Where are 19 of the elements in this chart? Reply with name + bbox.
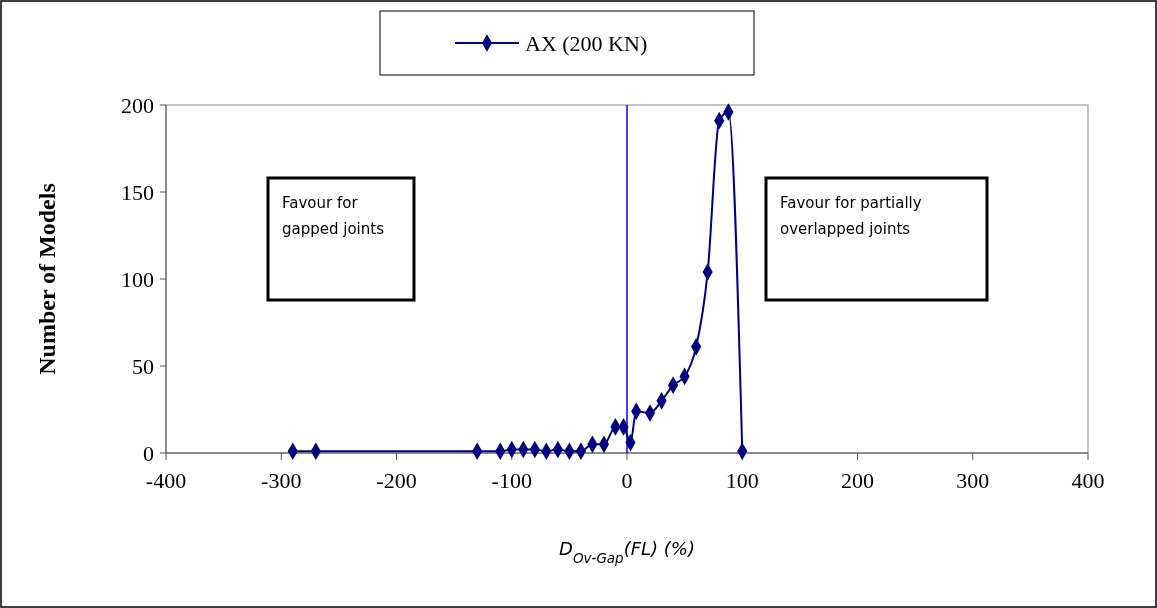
x-tick-label: 200 xyxy=(841,468,874,493)
x-tick-label: -400 xyxy=(145,468,187,493)
x-tick-label: -100 xyxy=(491,468,532,493)
annotation: Favour for partially overlapped joints xyxy=(780,194,922,238)
legend-label: AX (200 KN) xyxy=(525,30,648,56)
y-tick-label: 0 xyxy=(143,440,154,466)
x-axis-title: D$_{Ov-Gap}$(FL) (%) xyxy=(559,538,695,566)
y-axis-title: Number of Models xyxy=(34,183,60,375)
y-tick-label: 50 xyxy=(132,353,154,379)
y-tick-label: 150 xyxy=(121,179,154,205)
x-tick-label: 300 xyxy=(956,468,990,493)
x-tick-label: -200 xyxy=(376,468,417,493)
annotation: Favour for gapped joints xyxy=(282,194,385,238)
x-tick-label: 0 xyxy=(621,468,633,493)
x-tick-label: 100 xyxy=(725,468,759,493)
y-tick-label: 200 xyxy=(121,92,154,118)
x-tick-label: 400 xyxy=(1071,468,1105,493)
x-tick-label: -300 xyxy=(261,468,302,493)
y-tick-label: 100 xyxy=(121,266,154,292)
